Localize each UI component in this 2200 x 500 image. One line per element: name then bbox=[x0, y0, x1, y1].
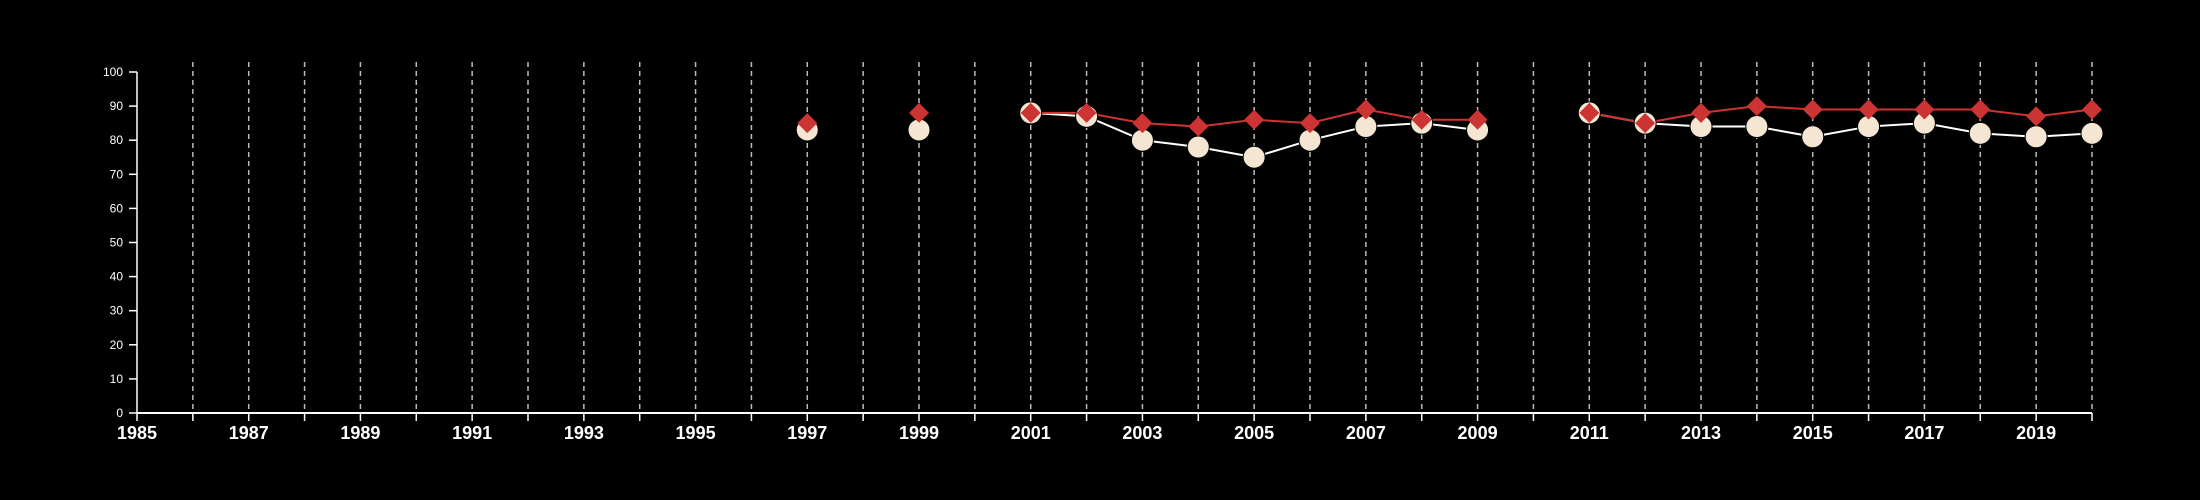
diamond-marker bbox=[1132, 113, 1153, 134]
circle-marker bbox=[2024, 125, 2048, 149]
circle-marker bbox=[1801, 125, 1825, 149]
x-tick-label: 1987 bbox=[229, 423, 269, 443]
diamond-marker bbox=[1579, 102, 1600, 123]
y-tick-label: 50 bbox=[110, 236, 124, 250]
circle-marker bbox=[1186, 135, 1210, 159]
x-tick-label: 2015 bbox=[1793, 423, 1833, 443]
y-tick-label: 10 bbox=[110, 372, 124, 386]
diamond-marker bbox=[1802, 99, 1823, 120]
y-tick-label: 20 bbox=[110, 338, 124, 352]
y-tick-label: 70 bbox=[110, 167, 124, 181]
diamond-marker bbox=[1076, 102, 1097, 123]
circle-marker bbox=[1242, 145, 1266, 169]
axes: 0 10 20 30 40 50 60 70 80 90 100 1985 1987 1989 1991 19… bbox=[103, 65, 2093, 443]
x-tick-label: 2003 bbox=[1122, 423, 1162, 443]
x-tick-label: 1985 bbox=[117, 423, 157, 443]
x-tick-label: 2009 bbox=[1458, 423, 1498, 443]
diamond-marker bbox=[909, 102, 929, 123]
diamond-marker bbox=[1858, 99, 1879, 120]
x-tick-label: 2019 bbox=[2016, 423, 2056, 443]
diamond-marker bbox=[1020, 102, 1041, 123]
y-tick-label: 0 bbox=[116, 406, 123, 420]
x-tick-label: 1999 bbox=[899, 423, 939, 443]
circle-marker bbox=[2080, 121, 2104, 145]
diamond-marker bbox=[2026, 106, 2047, 127]
series-circle-line bbox=[1589, 111, 2093, 138]
x-tick-label: 2013 bbox=[1681, 423, 1721, 443]
diamond-marker bbox=[1300, 113, 1320, 134]
x-tick-label: 2007 bbox=[1346, 423, 1386, 443]
diamond-marker bbox=[1635, 113, 1656, 134]
x-tick-label: 2017 bbox=[1904, 423, 1944, 443]
series-diamond-line bbox=[1589, 105, 2093, 125]
diamond-marker bbox=[1970, 99, 1991, 120]
x-tick-label: 1989 bbox=[340, 423, 380, 443]
diamond-marker bbox=[1188, 116, 1209, 137]
series-layer bbox=[795, 96, 2104, 169]
y-tick-label: 100 bbox=[103, 65, 123, 79]
circle-marker bbox=[1745, 115, 1769, 139]
x-tick-label: 1995 bbox=[676, 423, 716, 443]
y-tick-label: 60 bbox=[110, 201, 124, 215]
circle-marker bbox=[1968, 121, 1992, 145]
x-tick-label: 1991 bbox=[452, 423, 492, 443]
diamond-marker bbox=[1691, 102, 1711, 123]
diamond-marker bbox=[1355, 99, 1376, 120]
diamond-marker bbox=[2082, 99, 2102, 120]
diamond-marker bbox=[797, 113, 818, 134]
x-tick-label: 1993 bbox=[564, 423, 604, 443]
diamond-marker bbox=[1244, 109, 1265, 130]
x-tick-label: 1997 bbox=[787, 423, 827, 443]
y-tick-label: 30 bbox=[110, 304, 124, 318]
diamond-marker bbox=[1746, 96, 1767, 117]
y-tick-label: 90 bbox=[110, 99, 124, 113]
x-tick-label: 2001 bbox=[1011, 423, 1051, 443]
diamond-marker bbox=[1411, 109, 1432, 130]
y-tick-label: 40 bbox=[110, 270, 124, 284]
diamond-marker bbox=[1467, 109, 1488, 130]
x-tick-label: 2005 bbox=[1234, 423, 1274, 443]
x-tick-label: 2011 bbox=[1570, 423, 1609, 443]
y-tick-label: 80 bbox=[110, 133, 124, 147]
diamond-marker bbox=[1914, 99, 1935, 120]
